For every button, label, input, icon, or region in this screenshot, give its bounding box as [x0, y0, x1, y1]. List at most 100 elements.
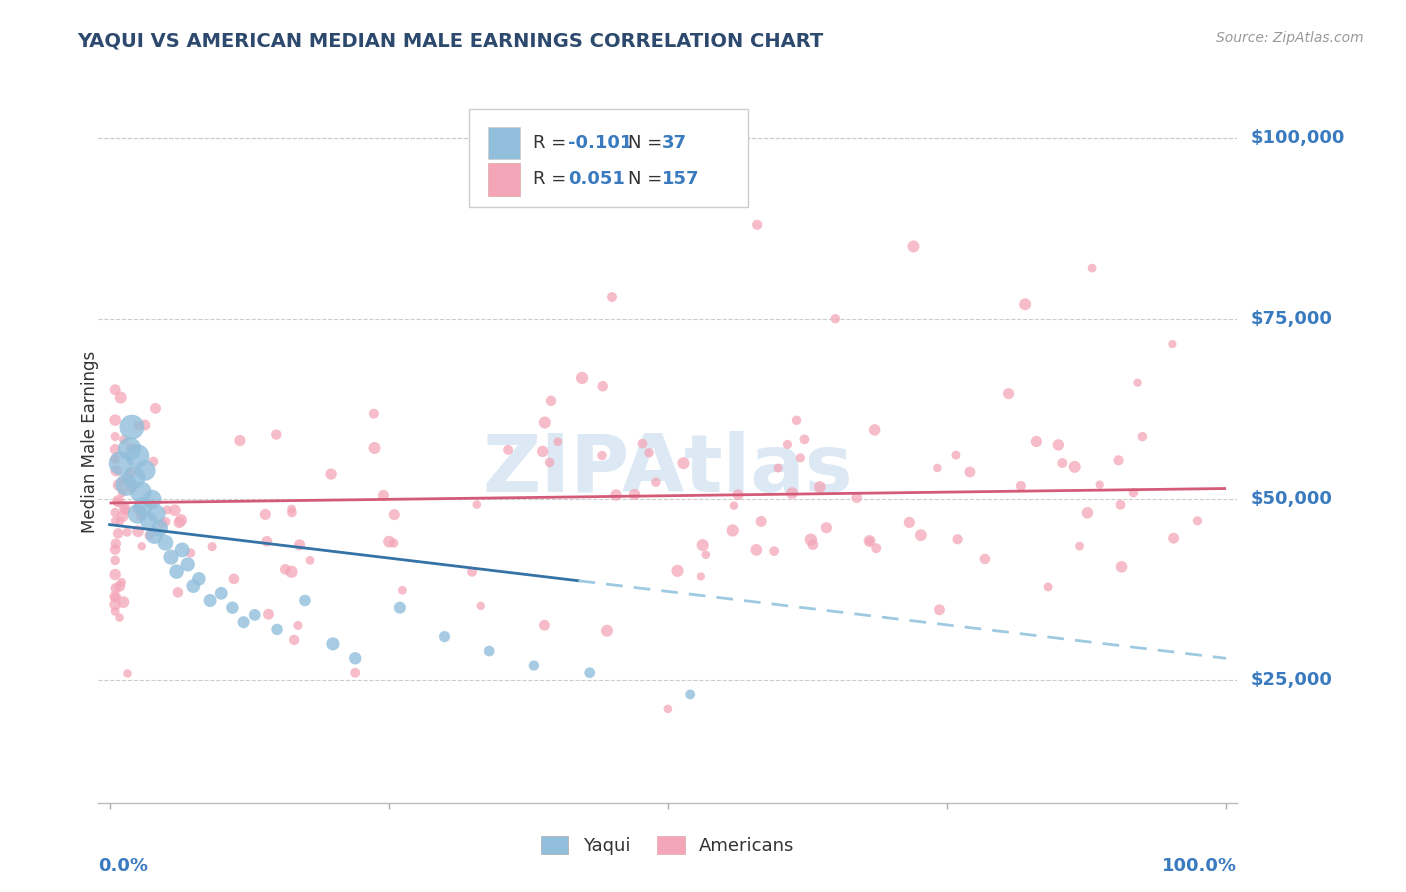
- Point: [183, 579, 205, 593]
- Point: [776, 437, 799, 451]
- Point: [721, 524, 744, 538]
- Point: [138, 514, 160, 528]
- Point: [112, 433, 135, 447]
- Point: [104, 590, 127, 604]
- Point: [115, 471, 138, 485]
- Point: [749, 515, 772, 529]
- Point: [114, 501, 136, 516]
- Point: [679, 687, 702, 701]
- Text: Source: ZipAtlas.com: Source: ZipAtlas.com: [1216, 31, 1364, 45]
- Point: [461, 565, 484, 579]
- Point: [1010, 479, 1032, 493]
- Point: [382, 508, 405, 522]
- Point: [145, 401, 167, 416]
- Point: [533, 618, 555, 632]
- Point: [974, 552, 997, 566]
- Point: [845, 491, 868, 505]
- Point: [533, 416, 555, 430]
- Point: [591, 449, 613, 463]
- Point: [1163, 531, 1185, 545]
- Point: [605, 488, 627, 502]
- Point: [540, 393, 562, 408]
- Text: R =: R =: [533, 134, 572, 153]
- Point: [110, 456, 132, 470]
- FancyBboxPatch shape: [468, 109, 748, 207]
- Point: [104, 581, 127, 595]
- Point: [163, 503, 186, 517]
- Point: [221, 600, 243, 615]
- Point: [344, 665, 367, 680]
- Point: [155, 535, 177, 549]
- Point: [266, 623, 288, 637]
- Point: [112, 501, 135, 516]
- Point: [666, 564, 689, 578]
- Point: [108, 610, 131, 624]
- Point: [496, 442, 519, 457]
- Point: [903, 239, 925, 253]
- Point: [111, 474, 134, 488]
- Point: [209, 586, 232, 600]
- Point: [1014, 297, 1036, 311]
- Point: [104, 429, 127, 443]
- Point: [180, 546, 202, 560]
- Point: [104, 413, 127, 427]
- Point: [170, 513, 193, 527]
- Text: 0.0%: 0.0%: [98, 857, 149, 875]
- Point: [672, 456, 695, 470]
- Point: [898, 516, 921, 530]
- Point: [1108, 453, 1130, 467]
- Point: [727, 488, 749, 502]
- Text: $50,000: $50,000: [1251, 491, 1333, 508]
- Text: 0.051: 0.051: [568, 170, 624, 188]
- Point: [780, 486, 803, 500]
- Point: [801, 537, 824, 551]
- Point: [104, 383, 127, 397]
- Point: [858, 533, 880, 548]
- Point: [127, 507, 149, 521]
- Point: [382, 536, 405, 550]
- Point: [120, 466, 142, 480]
- Point: [104, 598, 127, 612]
- Point: [104, 506, 127, 520]
- Point: [118, 470, 141, 484]
- Point: [1111, 559, 1133, 574]
- Point: [283, 632, 305, 647]
- Point: [1122, 485, 1144, 500]
- Point: [254, 508, 277, 522]
- Point: [596, 624, 619, 638]
- Point: [692, 538, 714, 552]
- Text: 100.0%: 100.0%: [1163, 857, 1237, 875]
- Point: [928, 603, 950, 617]
- Point: [111, 575, 134, 590]
- Point: [927, 461, 949, 475]
- Point: [143, 528, 166, 542]
- Point: [107, 495, 129, 509]
- Point: [763, 544, 786, 558]
- Point: [910, 528, 932, 542]
- Point: [789, 450, 811, 465]
- Point: [1081, 261, 1104, 276]
- Point: [959, 465, 981, 479]
- Point: [281, 506, 304, 520]
- Point: [167, 585, 190, 599]
- Point: [117, 666, 139, 681]
- Point: [149, 521, 172, 535]
- Text: 157: 157: [662, 170, 700, 188]
- Point: [104, 451, 127, 466]
- Point: [129, 509, 152, 524]
- Text: ZIPAtlas: ZIPAtlas: [482, 432, 853, 509]
- Point: [142, 454, 165, 468]
- Point: [127, 449, 149, 463]
- Point: [470, 599, 492, 613]
- Point: [187, 572, 209, 586]
- Point: [243, 607, 266, 622]
- Point: [523, 658, 546, 673]
- Point: [172, 542, 194, 557]
- Point: [592, 379, 614, 393]
- Point: [299, 553, 322, 567]
- Point: [145, 507, 167, 521]
- Point: [808, 480, 831, 494]
- Point: [1069, 539, 1091, 553]
- Point: [373, 488, 395, 502]
- Point: [695, 548, 717, 562]
